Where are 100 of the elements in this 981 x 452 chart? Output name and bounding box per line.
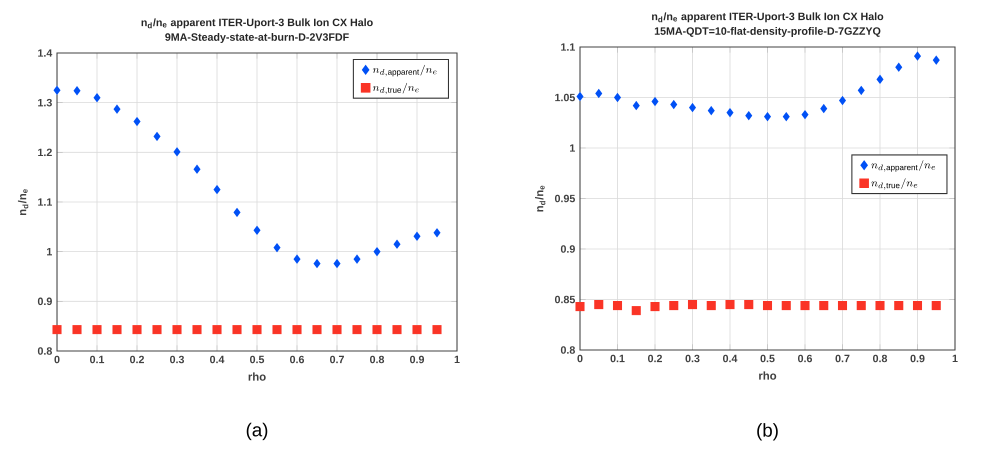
x-tick-label: 0.9 [910, 354, 925, 362]
y-tick-label: 1.1 [38, 198, 52, 206]
x-tick-label: 0.1 [610, 354, 625, 362]
x-tick-label: 0.6 [798, 354, 812, 362]
point [172, 325, 182, 334]
chart-subtitle: 9MA-Steady-state-at-burn-D-2V3FDF [165, 33, 349, 43]
point [152, 325, 162, 334]
point [726, 108, 734, 118]
y-tick-label: 1 [570, 144, 575, 152]
point [669, 301, 678, 310]
point [234, 208, 240, 217]
point [782, 301, 791, 310]
chart-title: n$_{d}$/n$_{e}$ apparent ITER-Uport-3 Bulk Ion CX Halo [142, 18, 373, 28]
x-tick-label: 0.3 [170, 356, 184, 364]
legend-label: $n_{d,\mathrm{apparent}}/n_{e}$ [871, 160, 936, 172]
point [292, 325, 302, 334]
legend-label: $n_{d,\mathrm{true}}/n_{e}$ [372, 82, 419, 94]
x-tick-label: 0.9 [410, 356, 424, 364]
point [392, 325, 402, 334]
x-tick-label: 1 [454, 356, 460, 364]
point [838, 301, 848, 310]
point [114, 104, 120, 114]
point [614, 92, 621, 102]
y-axis-title: n$_{d}$/n$_{e}$ [535, 186, 546, 212]
point [688, 300, 698, 310]
x-tick-label: 0.7 [836, 354, 850, 362]
point [134, 116, 140, 126]
point [782, 112, 790, 122]
x-tick-label: 0.8 [873, 354, 888, 362]
point [744, 300, 754, 310]
point [725, 300, 735, 310]
y-tick-label: 0.8 [38, 347, 52, 355]
point [312, 325, 322, 334]
x-tick-label: 0.7 [330, 356, 344, 364]
point [819, 301, 828, 310]
point [650, 302, 660, 312]
x-tick-label: 0.8 [370, 356, 384, 364]
point [434, 228, 440, 238]
point [632, 306, 641, 316]
point [839, 96, 846, 106]
x-tick-label: 0.2 [130, 356, 144, 364]
point [856, 301, 866, 310]
point [412, 325, 422, 334]
point [54, 86, 60, 95]
point [414, 232, 420, 241]
point [372, 325, 382, 334]
point [432, 325, 442, 334]
y-tick-label: 0.9 [38, 298, 52, 306]
point [745, 111, 752, 120]
point [914, 52, 921, 61]
point [670, 100, 678, 110]
point [232, 325, 242, 334]
point [895, 62, 902, 72]
x-axis-title: rho [248, 372, 266, 381]
point [575, 302, 585, 312]
point [294, 254, 300, 264]
y-tick-label: 1.4 [38, 49, 52, 57]
text: (b) [757, 423, 778, 440]
point [912, 301, 922, 310]
y-tick-label: 1.05 [555, 94, 575, 102]
point [652, 96, 658, 106]
point [154, 132, 160, 141]
y-tick-label: 1.1 [561, 43, 575, 51]
point [94, 93, 100, 102]
point [354, 254, 360, 264]
point [932, 301, 941, 310]
y-tick-label: 0.95 [554, 194, 575, 202]
point [52, 325, 62, 334]
y-tick-label: 0.85 [554, 296, 575, 304]
point [894, 301, 904, 310]
x-tick-label: 0.4 [210, 356, 224, 364]
x-tick-label: 0.3 [686, 354, 700, 362]
point [932, 56, 940, 65]
legend-label: $n_{d,\mathrm{true}}/n_{e}$ [871, 178, 918, 190]
x-tick-label: 0.2 [648, 354, 662, 362]
point [394, 240, 400, 249]
chart-title: n$_{d}$/n$_{e}$ apparent ITER-Uport-3 Bulk Ion CX Halo [652, 12, 884, 22]
point [334, 259, 340, 268]
point [820, 104, 828, 114]
x-tick-label: 0 [577, 354, 583, 362]
point [174, 147, 180, 156]
x-axis-title: rho [759, 371, 776, 380]
point [802, 110, 808, 120]
point [92, 325, 102, 334]
point [192, 325, 202, 334]
x-tick-label: 0.6 [290, 356, 304, 364]
text: (a) [246, 422, 268, 440]
point [374, 247, 380, 256]
y-tick-label: 1.3 [38, 98, 52, 106]
point [254, 226, 260, 235]
point [194, 164, 200, 174]
point [706, 301, 716, 310]
point [352, 325, 362, 334]
point [595, 88, 602, 98]
point [74, 86, 80, 96]
point [332, 325, 342, 334]
chart-subtitle: 15MA-QDT=10-flat-density-profile-D-7GZZYQ [654, 27, 880, 37]
point [762, 301, 772, 310]
point [214, 185, 220, 194]
point [876, 74, 884, 84]
